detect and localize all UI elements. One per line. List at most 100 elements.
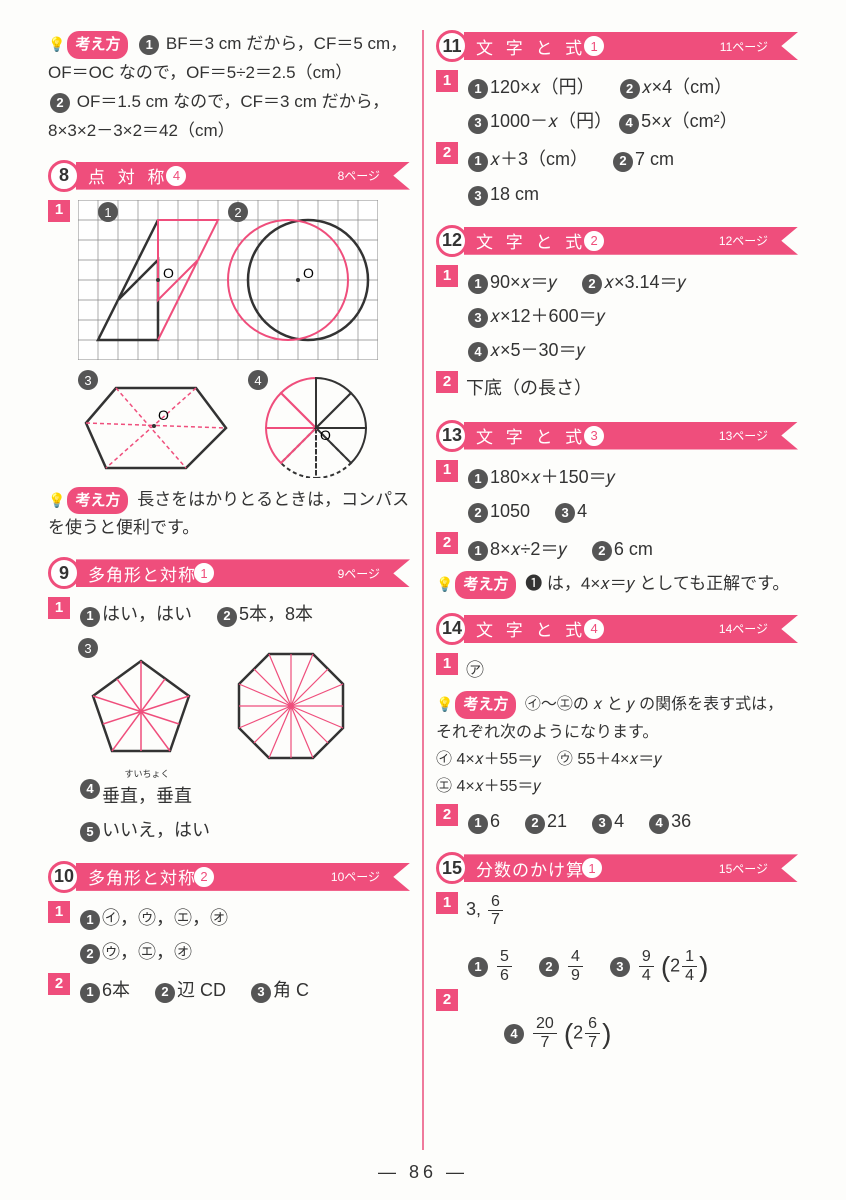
kangaekata-badge: 考え方	[455, 691, 516, 719]
num-badge: 3	[610, 957, 630, 977]
section-sub: 4	[166, 166, 186, 186]
section-14-header: 14 文 字 と 式 4 14ページ	[436, 613, 798, 645]
s13-note: 💡考え方 ❶ は，4×𝑥＝𝑦 としても正解です。	[436, 570, 798, 599]
question-box: 2	[436, 532, 458, 554]
section-9-header: 9 多角形と対称 1 9ページ	[48, 557, 410, 589]
num-badge: 2	[50, 93, 70, 113]
section-page: 13ページ	[719, 427, 768, 444]
fraction: 67	[585, 1015, 600, 1051]
answer-text: 8×𝑥÷2＝𝑦	[490, 539, 567, 559]
hexagon-diagram: 3 O	[76, 368, 236, 478]
section-sub: 2	[194, 867, 214, 887]
answer-text: 4	[614, 811, 624, 831]
q14-1: 1 ㋐	[436, 653, 798, 687]
section-title: 文 字 と 式	[476, 616, 586, 641]
right-column: 11 文 字 と 式 1 11ページ 1 1120×𝑥（円） 2𝑥×4（cm） …	[428, 30, 806, 1150]
question-box: 1	[436, 653, 458, 675]
section-title: 多角形と対称	[88, 864, 196, 889]
section-page: 9ページ	[338, 565, 380, 582]
num-badge: 1	[468, 469, 488, 489]
question-box: 1	[436, 892, 458, 914]
section-page: 8ページ	[338, 167, 380, 184]
answer-text: 7 cm	[635, 149, 674, 169]
section-banner: 文 字 と 式 4 14ページ	[464, 615, 798, 643]
answer-text: 3,	[466, 899, 481, 919]
section-number: 8	[48, 160, 80, 192]
section-8-header: 8 点 対 称 4 8ページ	[48, 160, 410, 192]
q12-2: 2 下底（の長さ）	[436, 371, 798, 405]
num-badge: 1	[468, 541, 488, 561]
section-title: 文 字 と 式	[476, 34, 586, 59]
answer-text: はい，はい	[102, 604, 192, 624]
answer-text: 36	[671, 811, 691, 831]
question-box: 1	[48, 200, 70, 222]
num-badge: 3	[555, 503, 575, 523]
section-title: 文 字 と 式	[476, 228, 586, 253]
num-badge: 1	[468, 814, 488, 834]
ruby-text: すいちょく	[102, 770, 192, 779]
q10-1: 1 1㋑，㋒，㋓，㋔ 2㋒，㋓，㋔	[48, 901, 410, 969]
kangaekata-badge: 考え方	[67, 31, 128, 59]
section-banner: 多角形と対称 1 9ページ	[76, 559, 410, 587]
question-box: 2	[436, 142, 458, 164]
answer-text: 4	[577, 501, 587, 521]
section-banner: 多角形と対称 2 10ページ	[76, 863, 410, 891]
answer-text: 1000－𝑥（円）	[490, 111, 612, 131]
q10-2: 2 16本 2辺 CD 3角 C	[48, 973, 410, 1007]
section-11-header: 11 文 字 と 式 1 11ページ	[436, 30, 798, 62]
answer-text: 𝑥＋3（cm）	[490, 149, 588, 169]
num-badge: 2	[217, 607, 237, 627]
question-box: 1	[48, 597, 70, 619]
svg-text:3: 3	[84, 373, 91, 388]
section-sub: 2	[584, 231, 604, 251]
answer-text: ㋑，㋒，㋓，㋔	[102, 908, 228, 928]
section-sub: 1	[194, 563, 214, 583]
num-badge: 4	[468, 342, 488, 362]
answer-text: 6 cm	[614, 539, 653, 559]
num-badge: 3	[468, 308, 488, 328]
section-page: 12ページ	[719, 232, 768, 249]
fraction: 56	[497, 948, 512, 984]
q13-2: 2 18×𝑥÷2＝𝑦 26 cm	[436, 532, 798, 566]
column-divider	[422, 30, 424, 1150]
bulb-icon: 💡	[48, 492, 65, 508]
section-banner: 文 字 と 式 2 12ページ	[464, 227, 798, 255]
fraction: 49	[568, 948, 583, 984]
num-badge: 2	[80, 944, 100, 964]
polygon-diagrams: 3	[76, 636, 410, 766]
answer-text: 下底（の長さ）	[466, 378, 592, 398]
section-10-header: 10 多角形と対称 2 10ページ	[48, 861, 410, 893]
q15-2: 2 1 56 2 49 3 94 (214) 4 207 (267)	[436, 933, 798, 1067]
note-text: ❶ は，4×𝑥＝𝑦 としても正解です。	[525, 574, 789, 593]
num-badge: 1	[468, 152, 488, 172]
question-box: 2	[48, 973, 70, 995]
svg-text:O: O	[303, 265, 314, 281]
num-badge: 3	[468, 186, 488, 206]
answer-text: 21	[547, 811, 567, 831]
num-badge: 1	[468, 957, 488, 977]
question-box: 2	[436, 989, 458, 1011]
diagrams-34: 3 O 4 O	[76, 368, 410, 478]
num-badge: 4	[619, 114, 639, 134]
answer-text: 6	[490, 811, 500, 831]
q9-5: 5いいえ，はい	[48, 813, 410, 847]
answer-text: 角 C	[273, 980, 309, 1000]
question-box: 2	[436, 371, 458, 393]
section-number: 9	[48, 557, 80, 589]
num-badge: 2	[468, 503, 488, 523]
svg-text:1: 1	[104, 205, 111, 220]
answer-text: 𝑥×12＋600＝𝑦	[490, 306, 605, 326]
answer-text: ㋒，㋓，㋔	[102, 942, 192, 962]
q9-4: 4すいちょく垂直，垂直	[48, 770, 410, 813]
fraction: 207	[533, 1015, 557, 1051]
section-banner: 文 字 と 式 3 13ページ	[464, 422, 798, 450]
note-text: ㋓ 4×𝑥＋55＝𝑦	[436, 778, 541, 795]
fraction: 67	[488, 893, 503, 929]
svg-text:O: O	[163, 265, 174, 281]
page-number: — 86 —	[40, 1162, 806, 1183]
svg-text:O: O	[320, 427, 331, 443]
num-badge: 2	[620, 79, 640, 99]
num-badge: 5	[80, 822, 100, 842]
num-badge: 2	[155, 983, 175, 1003]
answer-text: 120×𝑥（円）	[490, 77, 595, 97]
